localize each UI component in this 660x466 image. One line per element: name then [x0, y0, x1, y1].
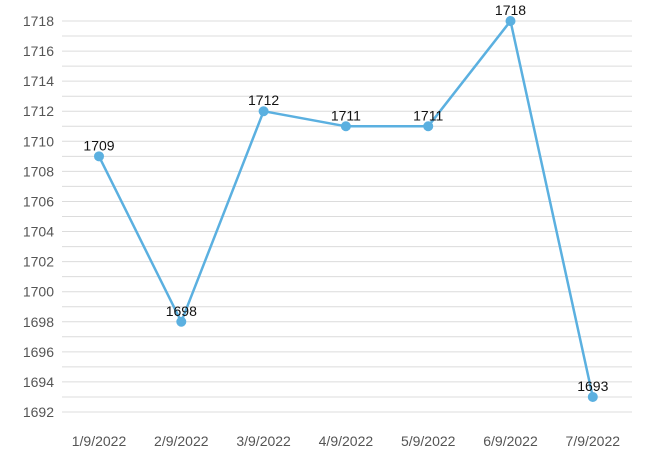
series-line-group [97, 19, 595, 398]
y-axis-tick-labels: 1692 1694 1696 1698 1700 1702 1704 1706 1708 1710… [23, 13, 54, 420]
x-tick-label: 7/9/2022 [566, 433, 621, 449]
series-line [97, 19, 595, 398]
data-label: 1718 [495, 2, 526, 18]
y-tick-label: 1718 [23, 13, 54, 29]
data-label: 1709 [83, 137, 114, 153]
data-point [587, 391, 598, 402]
y-tick-label: 1706 [23, 193, 54, 209]
data-point [423, 121, 434, 132]
x-tick-label: 4/9/2022 [319, 433, 374, 449]
data-points [94, 16, 598, 402]
y-tick-label: 1710 [23, 133, 54, 149]
y-tick-label: 1704 [23, 224, 54, 240]
x-tick-label: 3/9/2022 [236, 433, 291, 449]
data-point [258, 106, 269, 117]
x-axis-tick-labels: 1/9/2022 2/9/2022 3/9/2022 4/9/2022 5/9/2022… [72, 433, 621, 449]
y-tick-label: 1694 [23, 374, 54, 390]
data-label: 1693 [577, 378, 608, 394]
data-label: 1698 [166, 303, 197, 319]
y-tick-label: 1700 [23, 284, 54, 300]
x-tick-label: 2/9/2022 [154, 433, 209, 449]
y-tick-label: 1708 [23, 163, 54, 179]
x-tick-label: 6/9/2022 [483, 433, 538, 449]
x-tick-label: 1/9/2022 [72, 433, 127, 449]
y-tick-label: 1716 [23, 43, 54, 59]
data-point [505, 16, 516, 26]
data-label: 1712 [248, 92, 279, 108]
y-tick-label: 1702 [23, 254, 54, 270]
data-point [340, 121, 351, 132]
y-tick-label: 1692 [23, 404, 54, 420]
data-labels: 1709 1698 1712 1711 1711 1718 1693 [83, 2, 608, 394]
y-tick-label: 1712 [23, 103, 54, 119]
y-tick-label: 1698 [23, 314, 54, 330]
data-label: 1711 [331, 107, 361, 123]
y-tick-label: 1714 [23, 73, 54, 89]
y-tick-label: 1696 [23, 344, 54, 360]
grid-lines [62, 20, 632, 413]
x-tick-label: 5/9/2022 [401, 433, 456, 449]
data-label: 1711 [413, 107, 443, 123]
data-point [94, 151, 104, 162]
data-point [176, 316, 187, 327]
